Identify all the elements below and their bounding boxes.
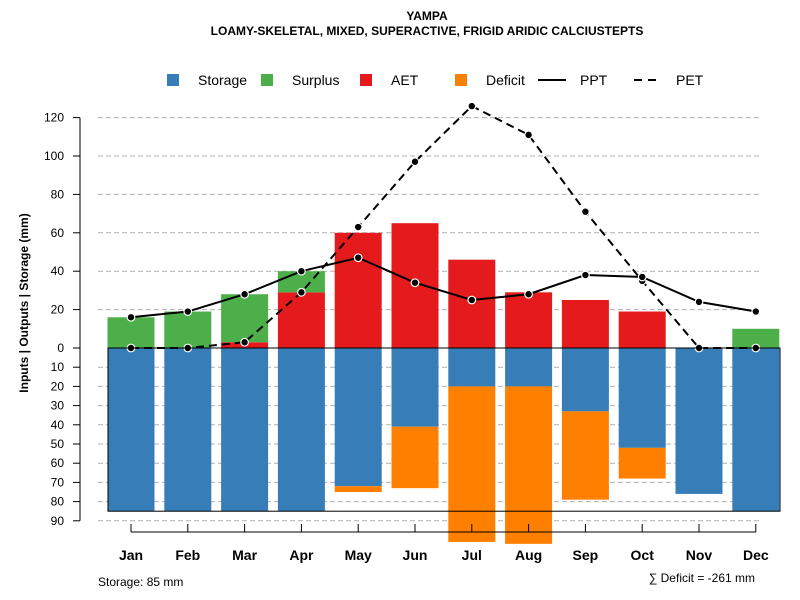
storage-bar [164, 348, 212, 512]
y-axis-label: Inputs | Outputs | Storage (mm) [17, 213, 31, 392]
chart-title: YAMPA [406, 9, 448, 23]
storage-bar [391, 348, 439, 427]
legend-swatch [360, 74, 372, 86]
x-tick-label: Oct [631, 547, 655, 563]
legend-swatch [167, 74, 179, 86]
deficit-bar [505, 386, 553, 544]
storage-bar [618, 348, 666, 448]
ppt-point [751, 307, 761, 316]
aet-bar [505, 292, 553, 348]
y-tick-label: 40 [51, 264, 65, 278]
ppt-point [524, 289, 533, 299]
deficit-bar [334, 486, 382, 492]
legend-label: PET [676, 72, 704, 88]
y-tick-label: 90 [51, 514, 65, 528]
y-tick-label: 60 [51, 226, 65, 240]
storage-bar [505, 348, 553, 387]
storage-bar [277, 348, 325, 512]
ppt-line [130, 256, 756, 319]
pet-line [131, 104, 756, 349]
ppt-point [581, 270, 590, 280]
ppt-point [240, 289, 250, 299]
x-tick-label: May [345, 547, 372, 563]
legend-label: AET [391, 72, 419, 88]
lines [126, 101, 761, 353]
y-tick-label: 40 [51, 418, 65, 432]
storage-bar [221, 348, 269, 512]
pet-point [524, 130, 533, 140]
y-tick-label: 50 [51, 437, 65, 451]
surplus-bar [732, 328, 780, 348]
aet-bar [277, 292, 325, 348]
y-tick-label: 0 [57, 341, 64, 355]
chart-subtitle: LOAMY-SKELETAL, MIXED, SUPERACTIVE, FRIG… [211, 24, 644, 38]
y-tick-label: 80 [51, 495, 65, 509]
storage-bar [675, 348, 723, 494]
pet-point [467, 101, 477, 111]
pet-point [353, 222, 363, 232]
y-tick-label: 60 [51, 456, 65, 470]
x-tick-label: Jul [462, 547, 482, 563]
x-tick-label: Aug [515, 547, 542, 563]
y-tick-label: 80 [51, 187, 65, 201]
pet-point [240, 337, 250, 347]
surplus-bar [164, 311, 212, 348]
legend-label: Deficit [486, 72, 525, 88]
bars [107, 223, 780, 544]
y-tick-label: 120 [44, 111, 64, 125]
x-tick-label: Nov [686, 547, 713, 563]
legend-swatch [261, 74, 273, 86]
legend-swatch [455, 74, 467, 86]
legend: Storage Surplus AET Deficit PPT PET [167, 72, 704, 88]
legend-label: Storage [198, 72, 247, 88]
x-tick-label: Mar [232, 547, 257, 563]
surplus-bar [221, 294, 269, 343]
ppt-point [410, 278, 420, 288]
pet-point [581, 207, 590, 217]
deficit-bar [448, 386, 496, 542]
x-tick-label: Feb [175, 547, 200, 563]
y-tick-label: 30 [51, 399, 65, 413]
ppt-point [297, 266, 306, 276]
ppt-point [694, 297, 704, 307]
pet-point [297, 287, 306, 297]
x-tick-label: Jan [119, 547, 143, 563]
deficit-bar [391, 426, 439, 489]
storage-note: Storage: 85 mm [98, 575, 183, 589]
aet-bar [618, 311, 666, 348]
x-tick-label: Dec [743, 547, 769, 563]
axes: 0 20 40 60 80 100 120 10 20 30 40 50 60 70 80 90 Jan Feb M… [44, 111, 781, 563]
x-tick-label: Sep [573, 547, 599, 563]
y-tick-label: 100 [44, 149, 64, 163]
legend-label: PPT [580, 72, 608, 88]
storage-bar [334, 348, 382, 487]
x-tick-label: Jun [403, 547, 428, 563]
storage-bar [448, 348, 496, 387]
storage-capacity-box [107, 347, 781, 512]
pet-point [410, 157, 420, 167]
y-tick-label: 20 [51, 303, 65, 317]
aet-bar [561, 300, 609, 348]
ppt-point [183, 307, 193, 316]
storage-bar [732, 348, 780, 512]
ppt-point [126, 312, 136, 322]
surplus-bar [107, 317, 155, 348]
deficit-bar [561, 411, 609, 500]
y-tick-label: 20 [51, 379, 65, 393]
ppt-point [353, 253, 363, 263]
storage-bar [107, 348, 155, 512]
y-tick-label: 70 [51, 475, 65, 489]
y-tick-label: 10 [51, 360, 65, 374]
ppt-point [637, 272, 647, 282]
x-tick-label: Apr [289, 547, 314, 563]
legend-label: Surplus [292, 72, 339, 88]
ppt-point [467, 295, 477, 305]
deficit-note: ∑ Deficit = -261 mm [649, 571, 755, 585]
aet-bar [334, 232, 382, 348]
storage-bar [561, 348, 609, 412]
deficit-bar [618, 447, 666, 479]
